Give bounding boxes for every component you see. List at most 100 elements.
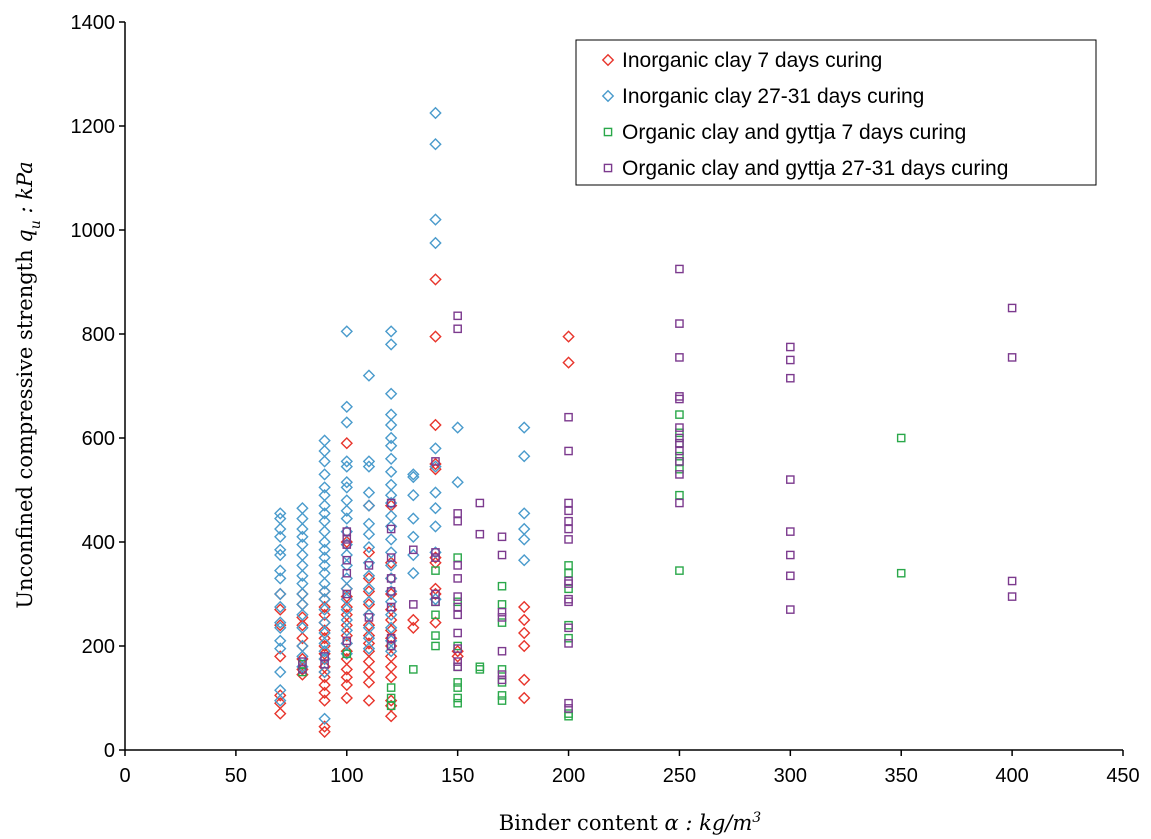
data-point bbox=[296, 559, 309, 572]
data-point bbox=[296, 569, 309, 582]
data-point bbox=[274, 564, 287, 577]
series-2 bbox=[274, 106, 531, 725]
data-point bbox=[384, 546, 398, 559]
data-point bbox=[409, 545, 418, 555]
data-point bbox=[675, 319, 684, 328]
data-point bbox=[296, 639, 309, 653]
data-point bbox=[518, 450, 531, 463]
legend: Inorganic clay 7 days curing Inorganic cl… bbox=[575, 39, 1097, 186]
data-point bbox=[384, 710, 398, 723]
data-point bbox=[340, 629, 353, 642]
data-point bbox=[340, 619, 353, 632]
data-point bbox=[274, 530, 287, 543]
data-point bbox=[453, 693, 462, 703]
data-point bbox=[386, 553, 396, 562]
data-point bbox=[453, 610, 462, 620]
data-point bbox=[564, 620, 573, 630]
data-point bbox=[340, 481, 353, 494]
data-point bbox=[274, 548, 287, 562]
data-point bbox=[318, 603, 331, 616]
x-axis-label: Binder content α : kg/m3 bbox=[499, 810, 761, 835]
data-point bbox=[362, 637, 376, 650]
data-point bbox=[518, 613, 531, 627]
y-axis-label: Unconfined compressive strength qu : kPa bbox=[13, 161, 44, 608]
data-point bbox=[786, 355, 795, 365]
data-point bbox=[318, 444, 331, 458]
data-point bbox=[296, 502, 309, 515]
data-point bbox=[564, 584, 573, 594]
data-points bbox=[274, 106, 1017, 738]
data-point bbox=[274, 543, 287, 556]
data-point bbox=[564, 498, 573, 508]
data-point bbox=[362, 486, 376, 499]
data-point bbox=[386, 587, 396, 596]
data-point bbox=[384, 533, 398, 546]
data-point bbox=[431, 548, 440, 557]
y-tick-label: 1000 bbox=[71, 220, 116, 242]
data-point bbox=[564, 709, 573, 718]
series-3 bbox=[298, 410, 906, 721]
series-4 bbox=[298, 264, 1017, 713]
data-point bbox=[451, 421, 464, 434]
legend-label-4: Organic clay and gyttja 27-31 days curin… bbox=[622, 157, 1008, 180]
data-point bbox=[675, 423, 684, 432]
data-point bbox=[518, 600, 531, 614]
data-point bbox=[384, 660, 398, 673]
legend-marker-4 bbox=[603, 163, 613, 173]
legend-marker-2 bbox=[601, 89, 615, 103]
data-point bbox=[384, 338, 398, 351]
data-point bbox=[786, 550, 795, 560]
data-point bbox=[340, 600, 353, 614]
data-point bbox=[497, 581, 507, 591]
data-point bbox=[429, 502, 442, 515]
data-point bbox=[362, 455, 376, 468]
data-point bbox=[518, 522, 531, 536]
data-point bbox=[384, 595, 398, 608]
data-point bbox=[340, 645, 353, 658]
data-point bbox=[675, 446, 684, 456]
data-point bbox=[318, 645, 331, 658]
data-point bbox=[386, 524, 396, 534]
data-point bbox=[340, 678, 353, 692]
data-point bbox=[318, 608, 331, 621]
data-point bbox=[675, 566, 684, 575]
data-point bbox=[364, 561, 374, 570]
data-point bbox=[318, 637, 331, 650]
data-point bbox=[475, 529, 485, 539]
data-point bbox=[318, 455, 331, 468]
data-point bbox=[274, 507, 287, 520]
data-point bbox=[431, 610, 440, 620]
data-point bbox=[362, 541, 376, 554]
data-point bbox=[497, 550, 507, 560]
data-point bbox=[562, 356, 575, 369]
data-point bbox=[362, 517, 376, 530]
data-point bbox=[296, 619, 309, 632]
data-point bbox=[342, 555, 352, 565]
data-point bbox=[429, 236, 442, 250]
data-point bbox=[340, 504, 353, 517]
data-point bbox=[564, 698, 573, 708]
data-point bbox=[564, 506, 573, 516]
data-point bbox=[518, 626, 531, 640]
data-point bbox=[318, 725, 331, 738]
data-point bbox=[431, 631, 440, 640]
data-point bbox=[429, 520, 442, 533]
data-point bbox=[675, 353, 684, 362]
data-point bbox=[362, 642, 376, 655]
data-point bbox=[1007, 576, 1017, 586]
data-point bbox=[564, 561, 573, 570]
data-point bbox=[675, 464, 684, 474]
legend-label-2: Inorganic clay 27-31 days curing bbox=[622, 85, 924, 108]
data-point bbox=[274, 634, 287, 647]
data-point bbox=[451, 476, 464, 489]
y-tick-label: 1400 bbox=[71, 12, 116, 34]
data-point bbox=[786, 571, 795, 581]
data-point bbox=[362, 499, 376, 512]
data-point bbox=[274, 587, 287, 601]
data-point bbox=[384, 465, 398, 478]
y-tick-label: 0 bbox=[104, 740, 115, 762]
data-point bbox=[340, 548, 353, 562]
data-point bbox=[318, 515, 331, 528]
data-point bbox=[786, 527, 795, 536]
data-point bbox=[564, 597, 573, 607]
